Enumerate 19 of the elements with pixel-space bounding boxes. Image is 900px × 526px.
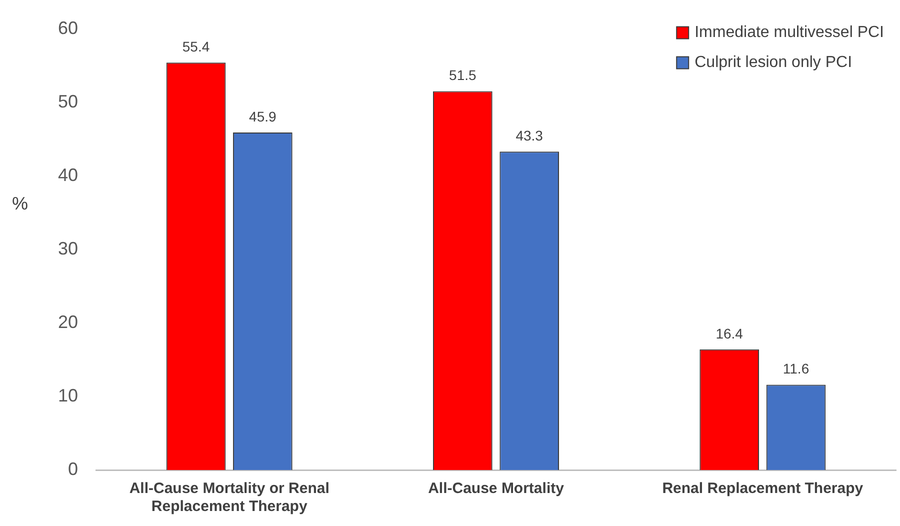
data-label: 43.3	[516, 127, 544, 144]
y-tick-label: 60	[58, 18, 78, 38]
legend-label: Immediate multivessel PCI	[694, 24, 884, 42]
data-label: 55.4	[182, 38, 210, 54]
y-tick-label: 20	[58, 312, 78, 332]
x-tick-label: Renal Replacement Therapy	[662, 480, 864, 498]
x-tick-label: All-Cause Mortality	[428, 480, 565, 498]
data-label: 16.4	[716, 325, 744, 342]
data-label: 51.5	[449, 67, 477, 84]
data-label: 45.9	[249, 108, 277, 124]
y-tick-label: 40	[58, 164, 78, 185]
y-tick-label: 30	[58, 238, 78, 258]
y-tick-label: 50	[58, 91, 78, 112]
x-tick-label: All-Cause Mortality or Renal Replacement Therapy	[129, 480, 330, 516]
data-label: 11.6	[782, 360, 810, 377]
y-axis-title: %	[12, 193, 28, 214]
y-tick-label: 10	[58, 385, 78, 406]
y-tick-label: 0	[68, 458, 78, 479]
legend-label: Culprit lesion only PCI	[694, 54, 852, 72]
